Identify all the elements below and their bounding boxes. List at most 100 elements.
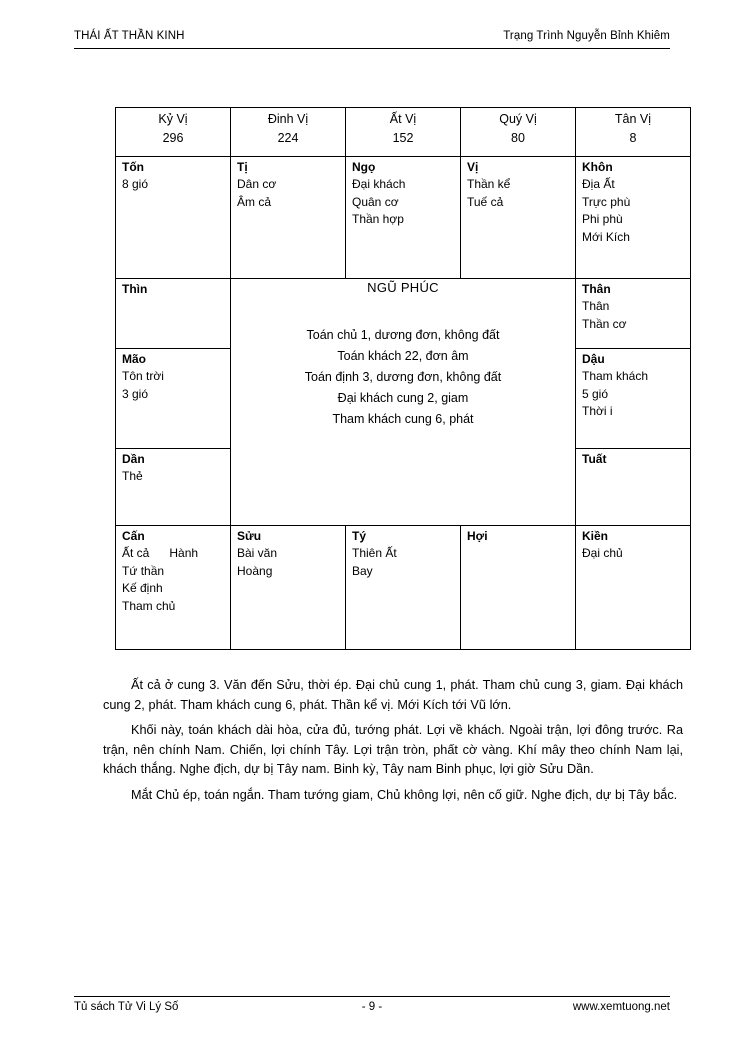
palace-lines: Đại khách Quân cơ Thần hợp (352, 176, 454, 229)
palace-cell-tuat: Tuất (575, 448, 691, 526)
table-row-palaces-top: Tốn 8 gió Tị Dân cơ Âm cả Ngọ Đại khách Qu… (115, 156, 691, 279)
palace-title: Kiền (582, 529, 609, 543)
palace-cell-ngo: Ngọ Đại khách Quân cơ Thần hợp (345, 156, 461, 279)
palace-cell-ty: Tý Thiên Ất Bay (345, 525, 461, 650)
palace-line: Thần kể (467, 177, 511, 191)
period-cell-4: Tân Vị 8 (575, 107, 691, 157)
palace-line: Quân cơ (352, 194, 399, 209)
palace-title: Hợi (467, 529, 488, 543)
palace-lines: Thần kể Tuế cả (467, 176, 569, 211)
center-title: NGŨ PHÚC (367, 280, 439, 295)
header-book-title: THÁI ẤT THẦN KINH (74, 30, 185, 42)
palace-line: Bài văn (237, 546, 278, 560)
footer-website-link[interactable]: www.xemtuong.net (572, 1001, 670, 1013)
palace-cell-thin: Thìn (115, 278, 231, 349)
palace-cell-vi: Vị Thần kể Tuế cả (460, 156, 576, 279)
palace-line: Phi phù (582, 212, 623, 226)
palace-line: Đại khách (352, 177, 406, 191)
palace-cell-than: Thân Thân Thần cơ (575, 278, 691, 349)
page-footer: Tủ sách Tử Vi Lý Số - 9 - www.xemtuong.n… (74, 1001, 670, 1013)
palace-title: Thân (582, 282, 611, 296)
palace-title: Cấn (122, 529, 145, 543)
palace-title: Vị (467, 160, 479, 174)
center-line: Toán khách 22, đơn âm (337, 349, 469, 363)
palace-line: Ất cả Hành (122, 546, 199, 560)
palace-line: Hoàng (237, 563, 273, 578)
palace-lines: Dân cơ Âm cả (237, 176, 339, 211)
palace-lines: Thẻ (122, 468, 224, 486)
palace-title: Mão (122, 352, 146, 366)
period-number: 152 (392, 131, 414, 145)
palace-cell-khon: Khôn Địa Ất Trực phù Phi phù Mới Kích (575, 156, 691, 279)
palace-lines: Ất cả Hành Tứ thần Kế định Tham chủ (122, 545, 224, 615)
palace-cell-suu: Sửu Bài văn Hoàng (230, 525, 346, 650)
header-author: Trạng Trình Nguyễn Bỉnh Khiêm (503, 30, 670, 42)
table-row-periods: Kỷ Vị 296 Đinh Vị 224 Ất Vị 152 Quý Vị 8… (115, 107, 691, 157)
palace-title: Tuất (582, 452, 607, 466)
palace-line: Thẻ (122, 469, 143, 483)
table-row-palaces-4: Dần Thẻ Tuất (115, 448, 691, 526)
table-row-palaces-3: Mão Tôn trời 3 gió Dậu Tham khách 5 gió Thờ… (115, 348, 691, 449)
period-number: 8 (629, 131, 637, 145)
palace-line: Thần cơ (582, 316, 627, 331)
palace-line: Tôn trời (122, 369, 164, 383)
center-lines: Toán chủ 1, dương đơn, không đất Toán khá… (231, 325, 575, 430)
body-paragraphs: Ất cả ở cung 3. Văn đến Sửu, thời ép. Đạ… (103, 676, 683, 811)
palace-line: Tứ thần (122, 563, 165, 578)
palace-lines: Thân Thần cơ (582, 298, 684, 333)
palace-title: Tị (237, 160, 248, 174)
palace-title: Tý (352, 529, 367, 543)
palace-line: 8 gió (122, 177, 149, 191)
palace-lines: Đại chủ (582, 545, 684, 563)
palace-line: Bay (352, 563, 373, 578)
palace-title: Sửu (237, 529, 262, 543)
palace-lines: 8 gió (122, 176, 224, 194)
palace-lines: Bài văn Hoàng (237, 545, 339, 580)
palace-line: Đại chủ (582, 546, 623, 560)
period-name: Quý Vị (499, 112, 537, 126)
palace-line: Thần hợp (352, 212, 404, 226)
center-line: Đại khách cung 2, giam (337, 391, 469, 405)
period-number: 296 (162, 131, 184, 145)
period-name: Ất Vị (389, 112, 417, 126)
period-cell-0: Kỷ Vị 296 (115, 107, 231, 157)
palace-cell-kien: Kiền Đại chủ (575, 525, 691, 650)
palace-line: Tham khách (582, 369, 649, 383)
header-divider (74, 48, 670, 49)
palace-lines: Thiên Ất Bay (352, 545, 454, 580)
palace-cell-ti: Tị Dân cơ Âm cả (230, 156, 346, 279)
palace-title: Tốn (122, 160, 144, 174)
palace-cell-dau: Dậu Tham khách 5 gió Thời i (575, 348, 691, 449)
palace-line: Thân (582, 299, 610, 313)
palace-line: Địa Ất (582, 177, 615, 191)
page-number: - 9 - (361, 1001, 383, 1013)
page-header: THÁI ẤT THẦN KINH Trạng Trình Nguyễn Bỉn… (74, 30, 670, 42)
palace-title: Ngọ (352, 160, 376, 174)
period-number: 224 (277, 131, 299, 145)
palace-line: Dân cơ (237, 177, 277, 191)
period-cell-3: Quý Vị 80 (460, 107, 576, 157)
palace-line: Tham chủ (122, 598, 176, 613)
palace-line: Mới Kích (582, 229, 630, 244)
palace-line: Thời i (582, 404, 613, 418)
period-number: 80 (511, 131, 525, 145)
period-name: Đinh Vị (267, 112, 309, 126)
palace-title: Dậu (582, 352, 605, 366)
palace-line: Kế định (122, 581, 163, 595)
period-name: Tân Vị (614, 112, 652, 126)
paragraph-2: Khối này, toán khách dài hòa, cửa đủ, tư… (103, 723, 683, 776)
paragraph-1: Ất cả ở cung 3. Văn đến Sửu, thời ép. Đạ… (103, 678, 683, 712)
table-row-palaces-bottom: Cấn Ất cả Hành Tứ thần Kế định Tham chủ Sửu… (115, 525, 691, 650)
palace-line: Tuế cả (467, 194, 504, 209)
center-line: Tham khách cung 6, phát (332, 412, 474, 426)
palace-cell-can: Cấn Ất cả Hành Tứ thần Kế định Tham chủ (115, 525, 231, 650)
palace-line: Thiên Ất (352, 546, 397, 560)
palace-lines: Tham khách 5 gió Thời i (582, 368, 684, 421)
palace-title: Khôn (582, 160, 613, 174)
palace-cell-mao: Mão Tôn trời 3 gió (115, 348, 231, 449)
center-ngu-phuc-block: NGŨ PHÚC Toán chủ 1, dương đơn, không đấ… (230, 278, 576, 526)
palace-line: 5 gió (582, 386, 609, 401)
palace-line: Trực phù (582, 194, 631, 209)
center-line: Toán chủ 1, dương đơn, không đất (306, 328, 500, 342)
